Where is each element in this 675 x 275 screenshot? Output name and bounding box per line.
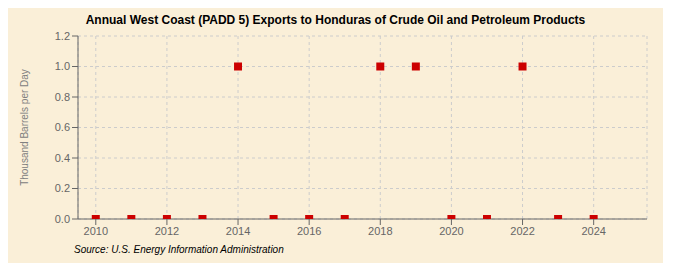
svg-text:0.6: 0.6 <box>55 121 70 133</box>
svg-text:2018: 2018 <box>368 225 392 237</box>
svg-text:0.4: 0.4 <box>55 152 70 164</box>
html-text:Annual West Coast (PADD 5) Exp: Annual West Coast (PADD 5) Exports to Ho… <box>85 13 586 27</box>
svg-text:0.0: 0.0 <box>55 213 70 225</box>
svg-text:0.2: 0.2 <box>55 182 70 194</box>
svg-text:1.2: 1.2 <box>55 30 70 42</box>
svg-text:2024: 2024 <box>581 225 605 237</box>
svg-text:2016: 2016 <box>297 225 321 237</box>
svg-text:2010: 2010 <box>84 225 108 237</box>
svg-text:0.8: 0.8 <box>55 91 70 103</box>
html-text:Source: U.S. Energy Informatio: Source: U.S. Energy Information Administ… <box>74 244 284 255</box>
svg-text:1.0: 1.0 <box>55 60 70 72</box>
svg-text:2020: 2020 <box>439 225 463 237</box>
svg-text:2022: 2022 <box>510 225 534 237</box>
svg-text:Thousand Barrels per Day: Thousand Barrels per Day <box>19 69 30 186</box>
svg-text:2012: 2012 <box>155 225 179 237</box>
svg-text:2014: 2014 <box>226 225 250 237</box>
